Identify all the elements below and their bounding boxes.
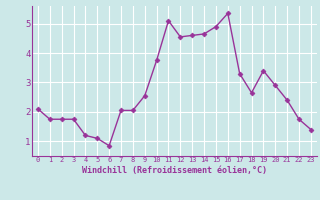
X-axis label: Windchill (Refroidissement éolien,°C): Windchill (Refroidissement éolien,°C) [82, 166, 267, 175]
